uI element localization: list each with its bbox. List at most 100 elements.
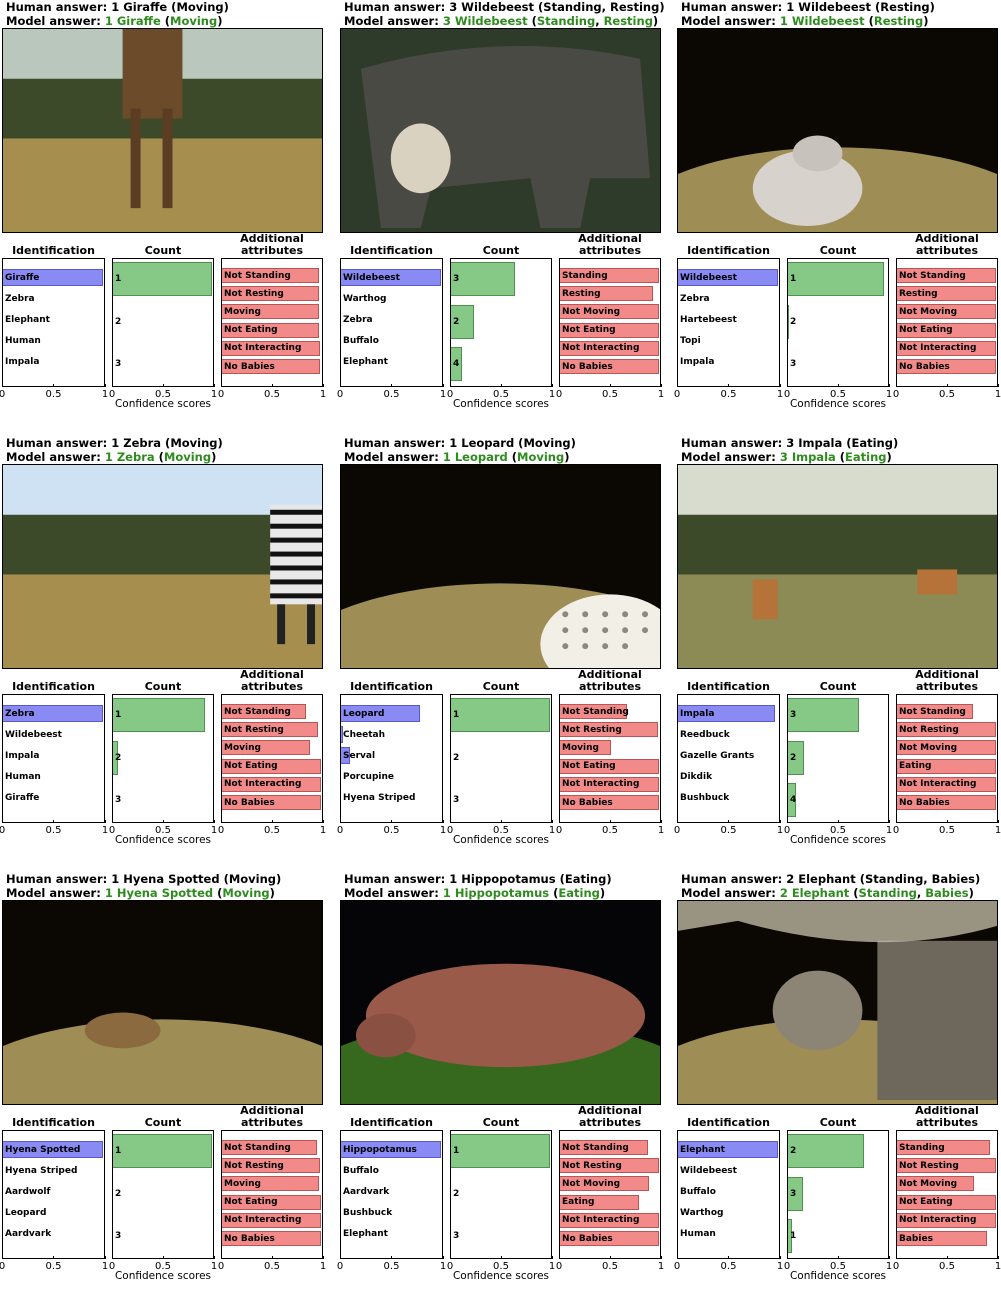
photo-frame [2,900,323,1105]
attributes-title: Additional attributes [896,1105,998,1129]
identification-plot: Elephant Wildebeest Buffalo Warthog Human [677,1130,780,1259]
identification-label: Hartebeest [680,314,737,325]
wildebeest-night-camera-trap-photo [678,29,997,232]
count-title: Count [144,680,182,693]
x-tick-label: 1 [885,389,893,400]
identification-plot: Zebra Wildebeest Impala Human Giraffe [2,694,105,823]
x-tick-label: 0 [555,825,563,836]
count-plot: 1 2 3 [112,258,214,387]
attribute-plot: Not Standing Not Resting Moving Not Eating N… [221,694,323,823]
x-tick-mark [997,384,999,387]
model-answer-count-species: 1 Hyena Spotted [104,886,214,900]
model-answer-attribute: Babies [925,886,969,900]
x-tick-mark [1,384,3,387]
count-bar [788,783,796,817]
x-tick-label: 0 [673,825,681,836]
x-tick-mark [391,820,392,823]
count-title: Count [819,1116,857,1129]
identification-bar [678,705,775,722]
count-label: 2 [790,1146,797,1156]
attributes-title: Additional attributes [559,669,661,693]
human-answer-prefix: Human answer: [681,872,787,886]
x-tick-label: 0.5 [493,825,509,836]
identification-label: Reedbuck [680,729,730,740]
x-tick-mark [888,384,890,387]
x-tick-label: 0.5 [830,1261,846,1272]
identification-label: Hyena Spotted [5,1144,81,1155]
attributes-title-line1: Additional [578,1104,642,1117]
human-answer: Human answer: 1 Hippopotamus (Eating) [344,872,612,886]
count-bar [451,304,474,339]
x-tick-mark [442,820,444,823]
identification-label: Wildebeest [680,272,737,283]
identification-label: Zebra [5,293,35,304]
attribute-label: Not Interacting [899,343,977,354]
attribute-label: Not Eating [224,761,278,772]
x-tick-label: 0 [892,389,900,400]
attribute-bar [222,268,319,283]
attributes-title-line1: Additional [915,232,979,245]
x-tick-label: 0.5 [602,389,618,400]
attributes-title-line2: attributes [578,1116,642,1129]
attribute-label: No Babies [899,361,950,372]
x-tick-mark [339,820,341,823]
model-answer-attribute: Resting [873,14,924,28]
identification-label: Cheetah [343,729,386,740]
x-tick-mark [449,384,451,387]
x-tick-label: 0 [336,389,344,400]
attribute-label: Not Eating [562,761,616,772]
identification-label: Gazelle Grants [680,750,755,761]
identification-label: Wildebeest [5,729,62,740]
count-label: 3 [453,274,460,284]
x-tick-label: 0.5 [264,1261,280,1272]
attribute-bar [222,304,319,320]
attribute-label: Moving [224,742,261,753]
count-label: 3 [115,359,122,369]
human-answer: Human answer: 1 Leopard (Moving) [344,436,576,450]
model-answer: Model answer: 3 Impala (Eating) [681,450,892,464]
model-answer-paren-close: ) [269,886,275,900]
x-tick-mark [271,1256,273,1259]
model-answer-count-species: 1 Hippopotamus [442,886,550,900]
x-tick-mark [162,1256,164,1259]
x-axis-label: Confidence scores [114,834,212,846]
model-answer-paren-close: ) [564,450,570,464]
attribute-bar [560,1176,649,1192]
x-tick-label: 0.5 [155,389,171,400]
model-answer-count-species: 1 Leopard [442,450,508,464]
attribute-bar [897,359,996,374]
attribute-bar [222,722,318,738]
model-answer-separator: , [916,886,926,900]
human-answer-text: 1 Leopard (Moving) [449,436,576,450]
attribute-bar [560,704,627,719]
x-tick-label: 1 [548,825,556,836]
x-tick-mark [779,1256,781,1259]
x-tick-mark [442,1256,444,1259]
attribute-bar [560,758,659,774]
count-plot: 3 2 4 [450,258,552,387]
identification-plot: Hyena Spotted Hyena Striped Aardwolf Leopar… [2,1130,105,1259]
attribute-label: Not Interacting [562,343,640,354]
model-answer-prefix: Model answer: [681,886,780,900]
attribute-label: Not Interacting [224,1215,302,1226]
x-tick-mark [213,1256,215,1259]
attribute-label: Not Eating [224,325,278,336]
identification-label: Wildebeest [343,272,400,283]
count-bar [788,304,789,339]
x-tick-mark [500,820,502,823]
count-bar [451,347,462,381]
x-tick-label: 1 [439,1261,447,1272]
identification-plot: Wildebeest Zebra Hartebeest Topi Impala [677,258,780,387]
model-answer-attribute: Moving [222,886,270,900]
x-tick-mark [895,384,897,387]
attribute-bar [560,1158,659,1174]
identification-label: Impala [5,357,40,368]
human-answer-prefix: Human answer: [344,436,450,450]
x-tick-label: 0 [892,825,900,836]
model-answer-separator: , [595,14,604,28]
photo-frame [340,464,661,669]
count-label: 2 [453,1188,460,1199]
leopard-camera-trap-photo [341,465,660,668]
count-bar [788,262,884,296]
x-tick-label: 1 [885,825,893,836]
